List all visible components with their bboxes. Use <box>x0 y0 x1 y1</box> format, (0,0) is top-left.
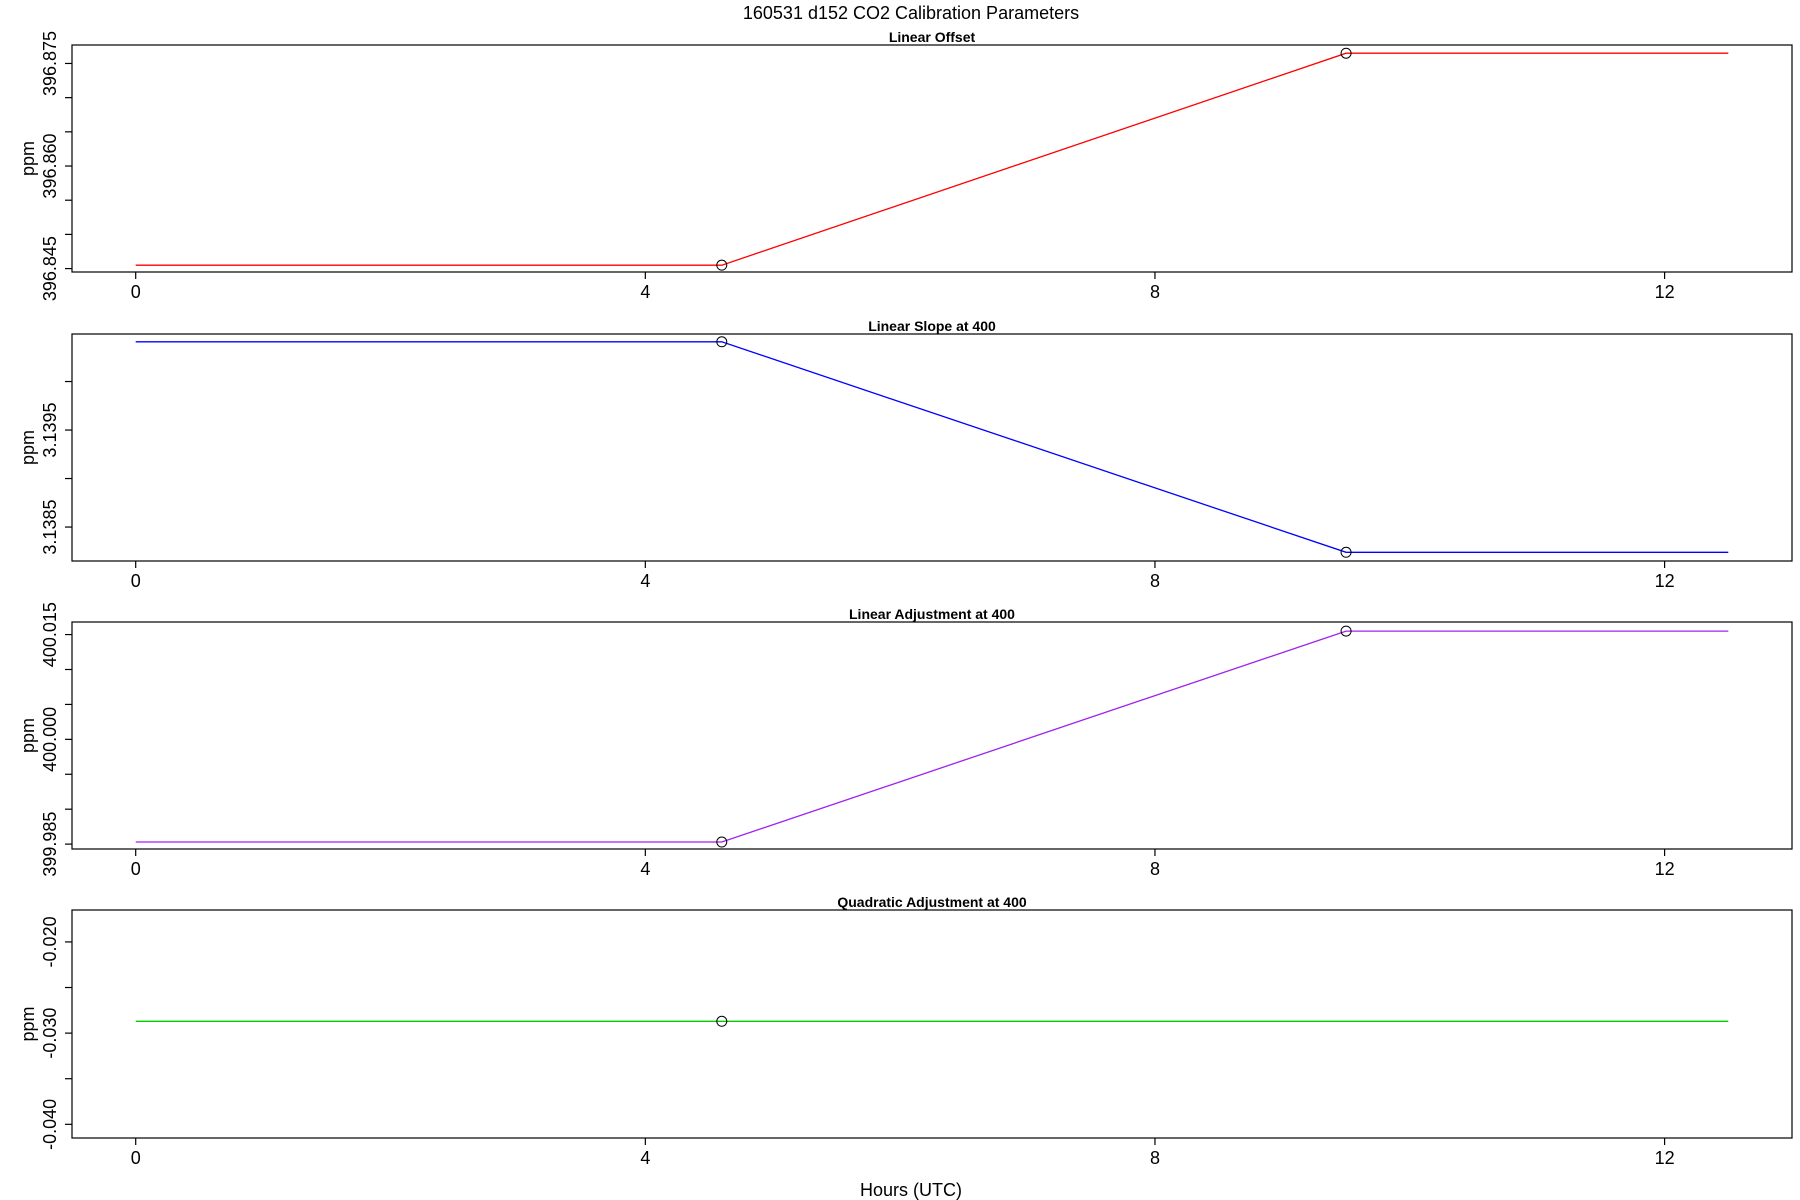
panel-frame <box>71 621 1793 850</box>
data-point-marker <box>716 336 728 348</box>
series-line <box>135 630 1729 843</box>
panel-3: Linear Adjustment at 400 ppm 399.985 400.00… <box>18 602 1793 879</box>
x-tick-label: 0 <box>131 1148 141 1168</box>
y-tick-label: 399.985 <box>40 812 60 877</box>
panel-frame <box>71 333 1793 562</box>
page-title: 160531 d152 CO2 Calibration Parameters <box>743 3 1079 23</box>
y-tick-label: -0.030 <box>40 1008 60 1059</box>
series-line <box>135 52 1729 266</box>
series-line <box>135 341 1729 553</box>
x-tick-label: 12 <box>1655 859 1675 879</box>
panel-frame <box>71 44 1793 273</box>
x-tick-label: 8 <box>1150 859 1160 879</box>
x-tick-label: 12 <box>1655 571 1675 591</box>
x-tick-label: 0 <box>131 282 141 302</box>
y-tick-label: 400.015 <box>40 602 60 667</box>
panels-group: Linear Offset ppm 396.845 396.860 396.875 0 4 8… <box>18 29 1793 1168</box>
x-tick-label: 4 <box>640 1148 650 1168</box>
x-tick-label: 8 <box>1150 282 1160 302</box>
panel-4: Quadratic Adjustment at 400 ppm -0.040 -0.0… <box>18 894 1793 1168</box>
y-tick-label: -0.020 <box>40 916 60 967</box>
x-tick-label: 12 <box>1655 282 1675 302</box>
y-axis-label: ppm <box>18 1006 38 1041</box>
panel-frame <box>71 909 1793 1139</box>
x-axis-label: Hours (UTC) <box>860 1180 962 1200</box>
panel-title: Linear Slope at 400 <box>868 318 996 334</box>
x-tick-label: 4 <box>640 571 650 591</box>
x-tick-label: 4 <box>640 859 650 879</box>
y-tick-label: 396.860 <box>40 133 60 198</box>
y-tick-label: 396.845 <box>40 236 60 301</box>
x-tick-label: 12 <box>1655 1148 1675 1168</box>
data-point-marker <box>716 1015 728 1027</box>
panel-title: Linear Adjustment at 400 <box>849 606 1015 622</box>
y-axis-label: ppm <box>18 718 38 753</box>
x-tick-label: 0 <box>131 859 141 879</box>
panel-2: Linear Slope at 400 ppm 3.1385 3.1395 0 4 8 12 <box>18 318 1793 591</box>
data-point-marker <box>716 836 728 848</box>
y-tick-label: 400.000 <box>40 707 60 772</box>
x-tick-label: 0 <box>131 571 141 591</box>
y-axis-label: ppm <box>18 141 38 176</box>
data-point-marker <box>1340 47 1352 59</box>
y-axis-label: ppm <box>18 430 38 465</box>
data-point-marker <box>716 259 728 271</box>
y-tick-label: -0.040 <box>40 1099 60 1150</box>
y-tick-label: 396.875 <box>40 31 60 96</box>
x-tick-label: 8 <box>1150 571 1160 591</box>
y-tick-label: 3.1385 <box>40 500 60 555</box>
data-point-marker <box>1340 546 1352 558</box>
y-tick-label: 3.1395 <box>40 403 60 458</box>
data-point-marker <box>1340 625 1352 637</box>
x-tick-label: 8 <box>1150 1148 1160 1168</box>
panel-1: Linear Offset ppm 396.845 396.860 396.875 0 4 8… <box>18 29 1793 302</box>
x-tick-label: 4 <box>640 282 650 302</box>
panel-title: Linear Offset <box>889 29 976 45</box>
panel-title: Quadratic Adjustment at 400 <box>837 894 1027 910</box>
